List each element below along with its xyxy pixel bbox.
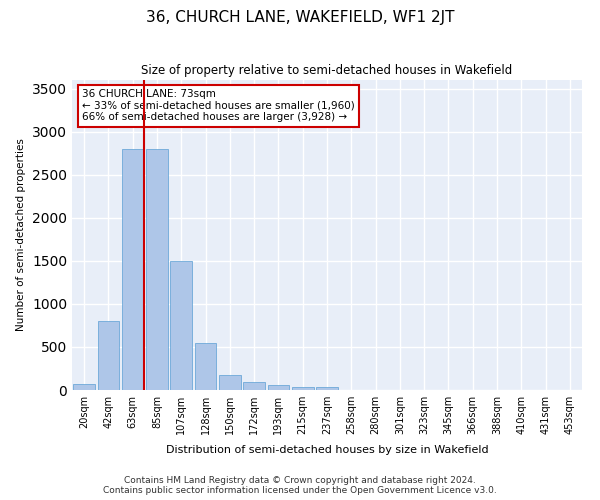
Y-axis label: Number of semi-detached properties: Number of semi-detached properties <box>16 138 26 332</box>
Bar <box>194 342 217 390</box>
Bar <box>146 149 168 390</box>
X-axis label: Distribution of semi-detached houses by size in Wakefield: Distribution of semi-detached houses by … <box>166 446 488 456</box>
Text: 36, CHURCH LANE, WAKEFIELD, WF1 2JT: 36, CHURCH LANE, WAKEFIELD, WF1 2JT <box>146 10 454 25</box>
Bar <box>122 149 143 390</box>
Bar <box>292 386 314 390</box>
Bar <box>219 375 241 390</box>
Bar <box>170 261 192 390</box>
Text: 36 CHURCH LANE: 73sqm
← 33% of semi-detached houses are smaller (1,960)
66% of s: 36 CHURCH LANE: 73sqm ← 33% of semi-deta… <box>82 90 355 122</box>
Title: Size of property relative to semi-detached houses in Wakefield: Size of property relative to semi-detach… <box>142 64 512 78</box>
Text: Contains HM Land Registry data © Crown copyright and database right 2024.
Contai: Contains HM Land Registry data © Crown c… <box>103 476 497 495</box>
Bar <box>243 382 265 390</box>
Bar <box>73 384 95 390</box>
Bar <box>268 385 289 390</box>
Bar <box>97 321 119 390</box>
Bar <box>316 388 338 390</box>
